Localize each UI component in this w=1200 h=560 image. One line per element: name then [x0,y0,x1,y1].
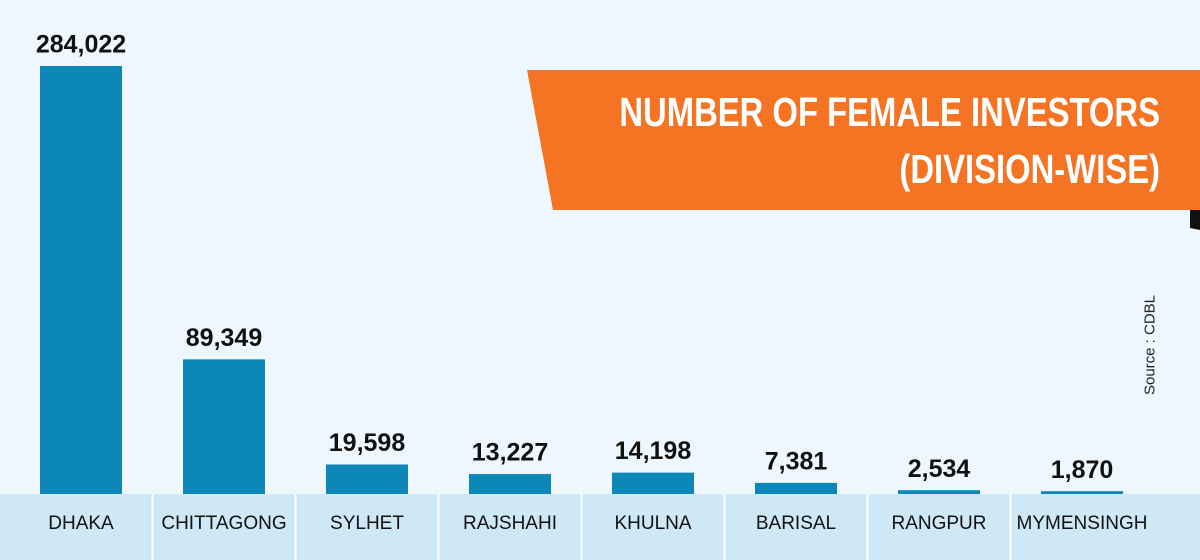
x-tick-label: SYLHET [330,513,404,534]
value-label: 13,227 [472,439,548,467]
value-label: 2,534 [908,455,971,483]
value-label: 89,349 [186,324,262,352]
x-tick-label: CHITTAGONG [161,513,286,534]
bar [1041,491,1123,494]
bar [755,482,837,494]
title-banner [527,70,1200,210]
bar [898,490,980,494]
bar [469,474,551,494]
value-label: 284,022 [36,31,126,59]
source-note: Source : CDBL [1141,294,1159,396]
bar [183,359,265,494]
category-strip [0,494,1200,560]
bar [326,464,408,494]
banner-fold [1190,210,1200,230]
x-tick-label: DHAKA [48,513,114,534]
x-tick-label: BARISAL [756,513,836,534]
chart-title: NUMBER OF FEMALE INVESTORS (DIVISION-WIS… [619,89,1160,192]
x-tick-label: RANGPUR [891,513,986,534]
bar [612,472,694,494]
value-label: 19,598 [329,429,406,457]
value-label: 1,870 [1051,456,1114,484]
value-label: 14,198 [615,437,692,465]
x-tick-label: KHULNA [614,513,691,534]
x-tick-label: MYMENSINGH [1017,513,1148,534]
bar [40,66,122,494]
value-label: 7,381 [765,447,828,475]
x-tick-label: RAJSHAHI [463,513,557,534]
